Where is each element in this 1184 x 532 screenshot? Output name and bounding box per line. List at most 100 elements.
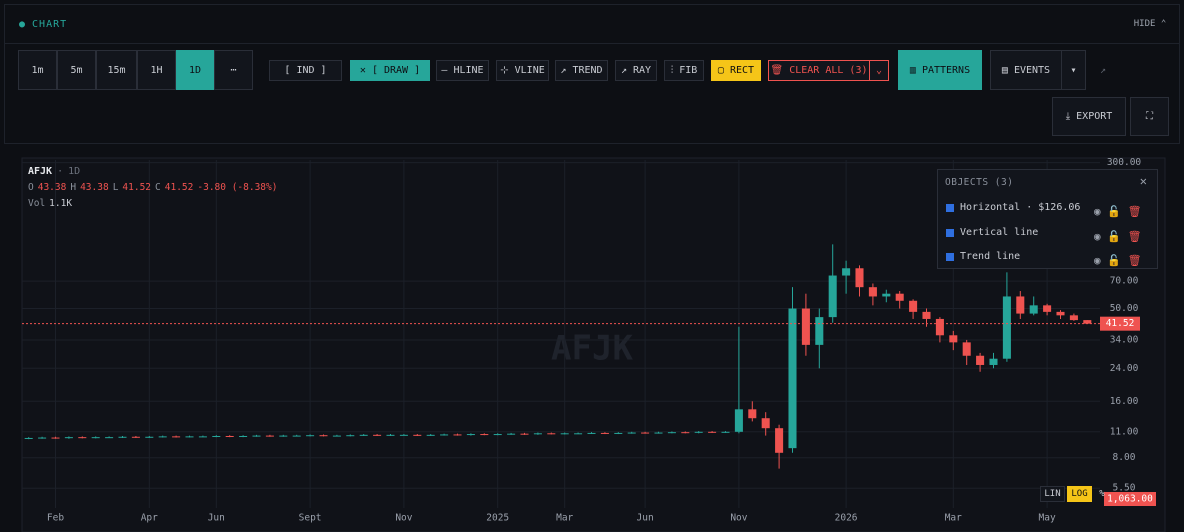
tool-button[interactable]: ⊹ VLINE bbox=[496, 60, 549, 81]
candle-body bbox=[24, 437, 33, 439]
tool-label: RECT bbox=[729, 65, 755, 76]
vol-label: Vol bbox=[28, 197, 46, 209]
candle-body bbox=[815, 317, 824, 345]
x-tick-label: 2025 bbox=[486, 513, 509, 524]
last-price-tag bbox=[1100, 316, 1140, 331]
export-label: EXPORT bbox=[1076, 111, 1113, 122]
candle-body bbox=[949, 335, 958, 343]
candle-body bbox=[560, 433, 569, 435]
candle-body bbox=[172, 436, 181, 438]
o-label: O bbox=[28, 181, 34, 193]
candle-body bbox=[426, 434, 435, 436]
candle-body bbox=[1043, 305, 1052, 312]
candle-body bbox=[775, 428, 784, 453]
interval-more[interactable]: ⋯ bbox=[214, 50, 253, 90]
tool-button[interactable]: ↗ RAY bbox=[615, 60, 657, 81]
tool-button[interactable]: ⫶ FIB bbox=[664, 60, 704, 81]
tool-label: [ IND ] bbox=[284, 65, 327, 76]
scale-mode[interactable]: % bbox=[1099, 489, 1105, 499]
patterns-button[interactable]: ▥ PATTERNS bbox=[898, 50, 982, 90]
interval-button[interactable]: 5m bbox=[57, 50, 96, 90]
symbol: AFJK bbox=[28, 165, 53, 177]
clear-all-dropdown[interactable]: ⌄ bbox=[869, 60, 889, 81]
events-dropdown[interactable]: ▾ bbox=[1061, 50, 1086, 90]
candle-body bbox=[828, 275, 837, 318]
clear-all-button[interactable]: 🗑 CLEAR ALL (3) bbox=[768, 60, 870, 81]
x-tick-label: May bbox=[1039, 513, 1056, 524]
interval-button[interactable]: 1D bbox=[176, 50, 214, 90]
candle-body bbox=[440, 434, 449, 436]
export-button[interactable]: ⤓ EXPORT bbox=[1052, 97, 1126, 136]
fullscreen-button[interactable]: ⛶ bbox=[1130, 97, 1169, 136]
objects-close[interactable]: ✕ bbox=[1139, 174, 1147, 188]
candle-body bbox=[319, 435, 328, 437]
candle-body bbox=[507, 433, 516, 435]
candle-body bbox=[600, 432, 609, 434]
header: ● CHART bbox=[4, 4, 1180, 44]
scale-mode[interactable]: LOG bbox=[1067, 486, 1092, 502]
candle-body bbox=[1069, 315, 1078, 321]
legend-interval: 1D bbox=[68, 165, 81, 177]
interval-button[interactable]: 15m bbox=[96, 50, 137, 90]
patterns-label: PATTERNS bbox=[921, 64, 971, 76]
candle-body bbox=[922, 311, 931, 319]
tool-button[interactable]: ✕ [ DRAW ] bbox=[350, 60, 430, 81]
objects-title: OBJECTS (3) bbox=[945, 177, 1014, 188]
candle-body bbox=[533, 433, 542, 435]
object-swatch bbox=[946, 203, 954, 212]
tool-label: HLINE bbox=[453, 65, 484, 76]
candle-body bbox=[788, 308, 797, 449]
open-external[interactable]: ↗ bbox=[1099, 64, 1107, 76]
candle-body bbox=[105, 437, 114, 439]
object-row[interactable]: Vertical line bbox=[946, 227, 1038, 238]
object-actions[interactable]: ◉ 🔓 🗑 ◉ 🔓 🗑 ◉ 🔓 🗑 bbox=[1094, 205, 1142, 267]
hide-button[interactable]: HIDE ⌃ bbox=[1133, 19, 1167, 29]
candle-body bbox=[493, 434, 502, 436]
object-label: Vertical line bbox=[960, 227, 1039, 238]
candle-body bbox=[761, 418, 770, 429]
y-tick-label: 70.00 bbox=[1110, 276, 1139, 287]
candle-body bbox=[868, 287, 877, 297]
candle-body bbox=[801, 308, 810, 345]
toolbar-panel bbox=[4, 44, 1180, 144]
object-row[interactable]: Horizontal · $126.06 bbox=[946, 202, 1080, 213]
candle-body bbox=[962, 342, 971, 356]
candle-body bbox=[78, 437, 87, 439]
candle-body bbox=[989, 358, 998, 365]
candle-body bbox=[346, 435, 355, 437]
candle-body bbox=[292, 435, 301, 437]
object-label: Trend line bbox=[960, 251, 1021, 262]
tool-button[interactable]: [ IND ] bbox=[269, 60, 342, 81]
tool-button[interactable]: ▢ RECT bbox=[711, 60, 761, 81]
candle-body bbox=[708, 431, 717, 433]
x-tick-label: Nov bbox=[730, 513, 747, 524]
legend-title: AFJK · 1D bbox=[28, 165, 81, 177]
y-tick-label: 24.00 bbox=[1110, 363, 1139, 374]
hide-label: HIDE bbox=[1133, 19, 1156, 29]
candle-body bbox=[587, 432, 596, 434]
candle-body bbox=[198, 436, 207, 438]
interval-button[interactable]: 1m bbox=[18, 50, 57, 90]
interval-button[interactable]: 1H bbox=[137, 50, 176, 90]
candle-body bbox=[279, 435, 288, 437]
x-tick-label: Mar bbox=[556, 513, 573, 524]
y-tick-label: 50.00 bbox=[1110, 303, 1139, 314]
candle-body bbox=[359, 434, 368, 436]
object-swatch bbox=[946, 252, 954, 261]
candle-body bbox=[520, 433, 529, 435]
candle-body bbox=[882, 293, 891, 297]
object-label: Horizontal · $126.06 bbox=[960, 202, 1081, 213]
events-button[interactable]: ▤ EVENTS bbox=[990, 50, 1062, 90]
candle-body bbox=[131, 436, 140, 438]
object-row[interactable]: Trend line bbox=[946, 251, 1020, 262]
scale-mode[interactable]: LIN bbox=[1040, 486, 1065, 502]
candle-body bbox=[386, 434, 395, 436]
candle-body bbox=[842, 268, 851, 276]
l-label: L bbox=[112, 181, 119, 193]
tool-button[interactable]: — HLINE bbox=[436, 60, 489, 81]
candle-body bbox=[721, 431, 730, 433]
tool-button[interactable]: ↗ TREND bbox=[555, 60, 608, 81]
candle-body bbox=[1029, 305, 1038, 314]
x-tick-label: Feb bbox=[47, 513, 64, 524]
